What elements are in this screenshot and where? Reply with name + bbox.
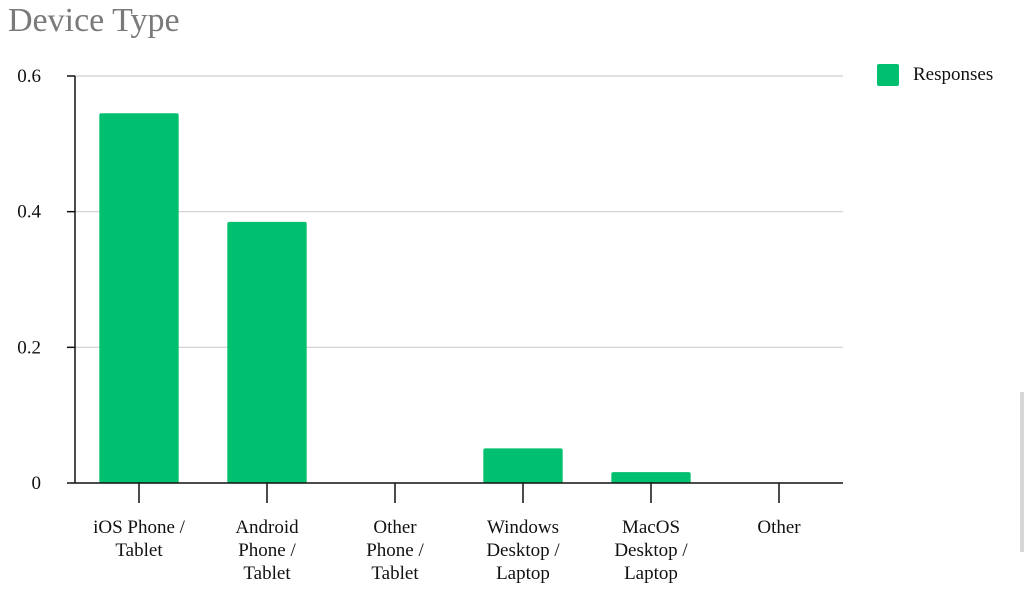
y-tick-label: 0.2 <box>17 337 41 358</box>
x-tick-label: iOS Phone / Tablet <box>93 517 186 561</box>
bar <box>99 113 179 483</box>
x-tick-label: Windows Desktop / Laptop <box>486 517 560 584</box>
bar <box>611 472 691 483</box>
x-tick-label: Other <box>757 517 801 538</box>
x-tick-label-line: MacOS <box>622 517 680 538</box>
x-tick-label-line: Laptop <box>496 563 550 584</box>
chart-title: Device Type <box>8 2 180 39</box>
legend-swatch <box>877 64 899 86</box>
x-tick-label-line: Tablet <box>243 563 291 584</box>
gridlines <box>75 75 843 348</box>
x-tick-label-line: Laptop <box>624 563 678 584</box>
x-tick-label-line: Other <box>757 517 801 538</box>
legend-label: Responses <box>913 64 994 85</box>
y-tick-label: 0.4 <box>17 202 41 223</box>
bar <box>483 448 563 483</box>
x-tick-label-line: Phone / <box>238 540 296 561</box>
x-tick-label: Other Phone / Tablet <box>366 517 424 584</box>
x-tick-label-line: Windows <box>487 517 559 538</box>
x-tick-label: MacOS Desktop / Laptop <box>614 517 688 584</box>
bars <box>99 113 691 483</box>
scroll-edge <box>1020 392 1024 552</box>
y-tick-label: 0.6 <box>17 66 41 87</box>
x-tick-label-line: Android <box>235 517 299 538</box>
x-tick-label-line: Other <box>373 517 417 538</box>
x-tick-label-line: Desktop / <box>486 540 560 561</box>
x-tick-label-line: Phone / <box>366 540 424 561</box>
legend: Responses <box>877 64 993 86</box>
axes <box>67 75 843 503</box>
y-tick-label: 0 <box>32 473 42 494</box>
x-tick-label: Android Phone / Tablet <box>235 517 299 584</box>
bar <box>227 221 307 483</box>
x-tick-label-line: Desktop / <box>614 540 688 561</box>
x-tick-label-line: iOS Phone / <box>93 517 186 538</box>
x-tick-label-line: Tablet <box>371 563 419 584</box>
x-tick-label-line: Tablet <box>115 540 163 561</box>
